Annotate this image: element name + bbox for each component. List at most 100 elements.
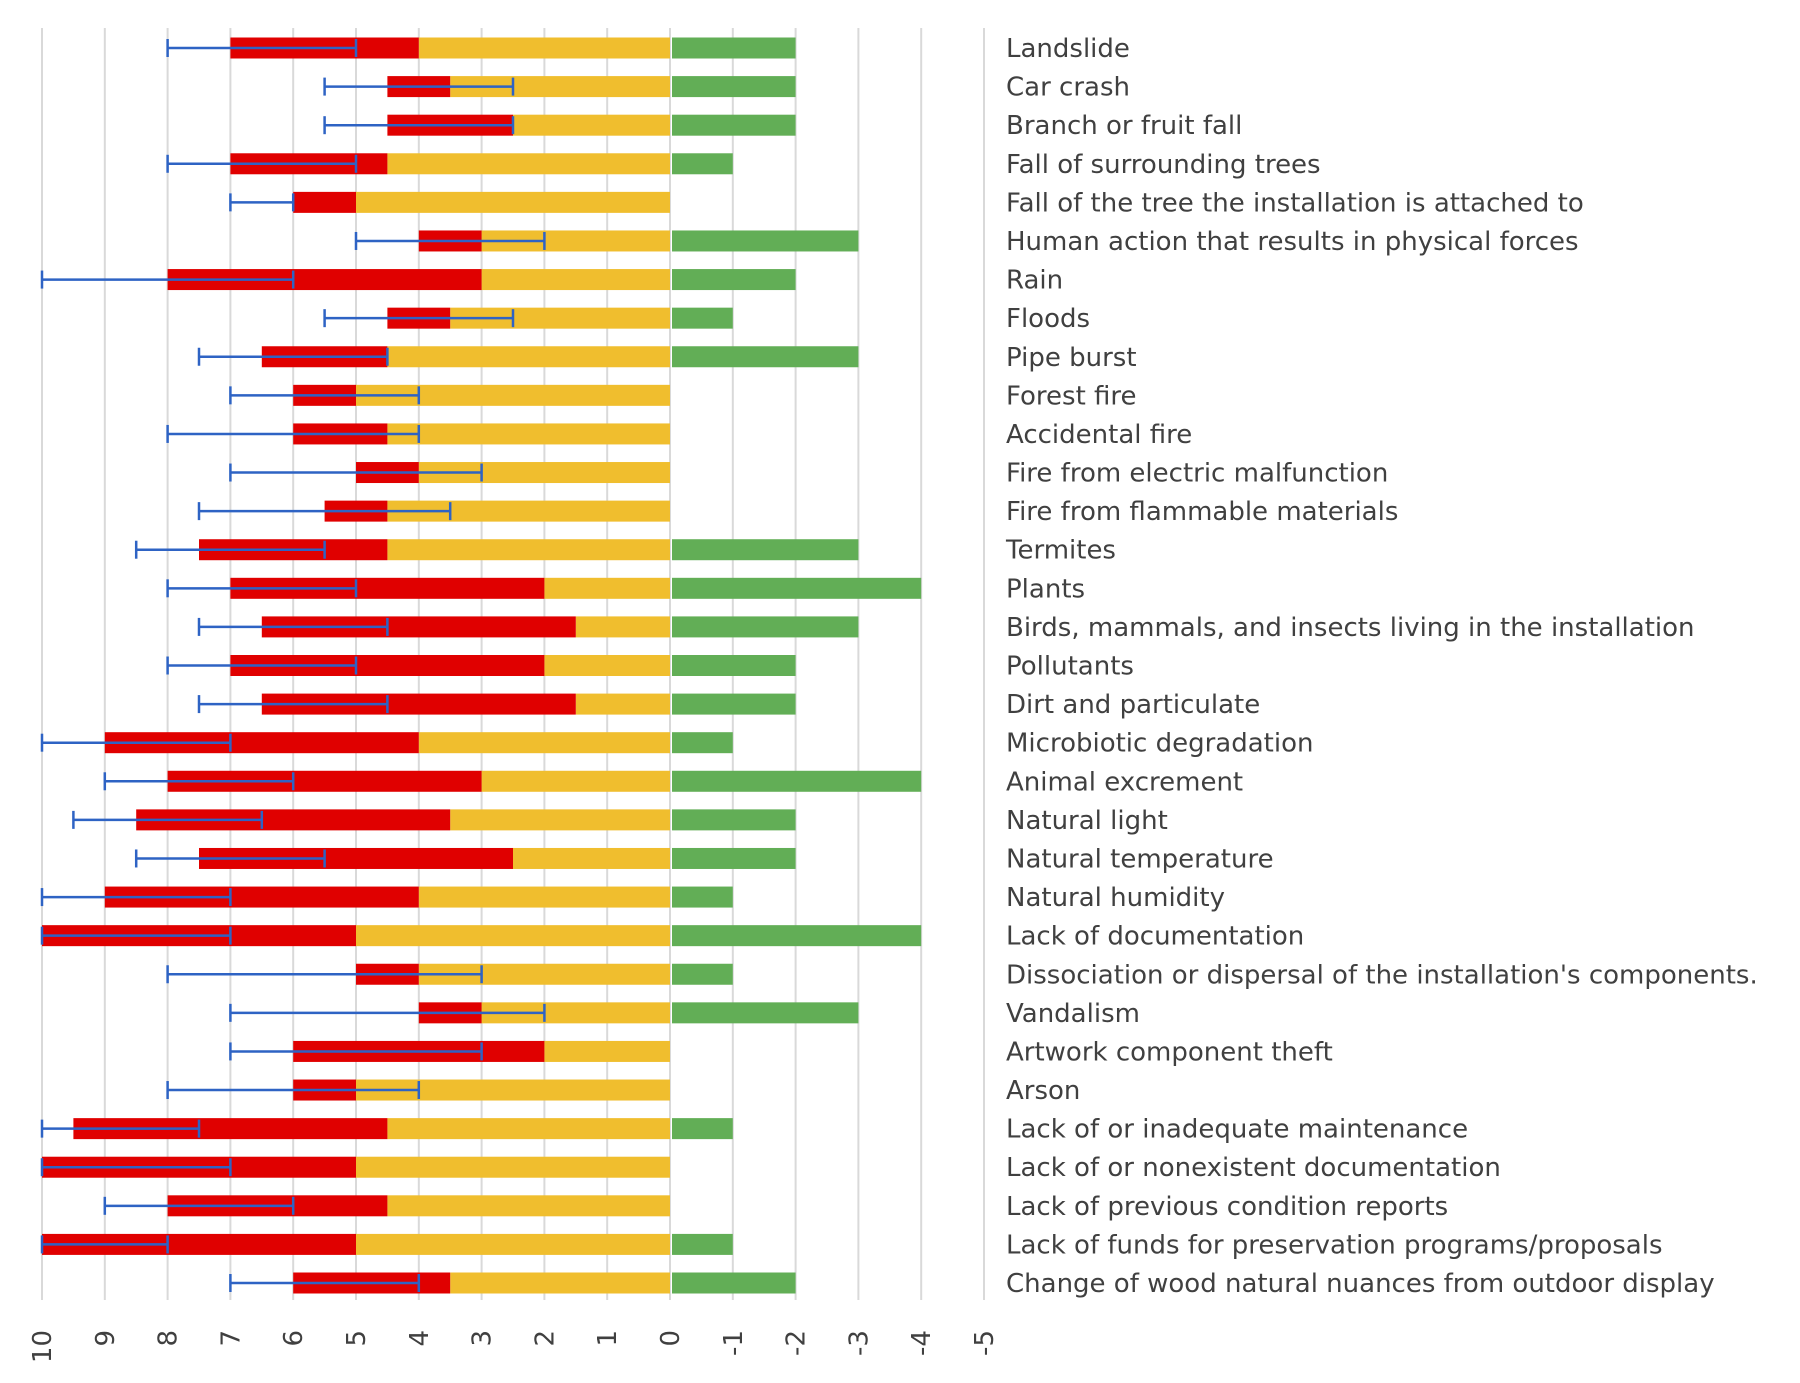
category-label: Natural light (1006, 806, 1168, 836)
bar-green (672, 1272, 796, 1294)
error-bar (166, 579, 358, 598)
category-label: Lack of or nonexistent documentation (1006, 1153, 1501, 1183)
bar-red (230, 655, 545, 676)
category-label: Rain (1006, 266, 1063, 296)
error-bar (229, 1042, 483, 1061)
error-bars (40, 39, 546, 1292)
category-label: Fall of surrounding trees (1006, 150, 1321, 180)
category-label: Plants (1006, 574, 1085, 604)
bar-green (672, 963, 733, 985)
bar-red (104, 732, 419, 754)
category-label: Lack of funds for preservation programs/… (1006, 1230, 1663, 1260)
bar-yellow (418, 886, 670, 908)
error-bar (103, 772, 295, 791)
bar-yellow (544, 655, 670, 676)
x-tick-label: 7 (216, 1330, 246, 1347)
category-label: Natural temperature (1006, 844, 1274, 874)
bar-yellow (450, 307, 670, 329)
error-bar (229, 386, 421, 405)
category-label: Accidental fire (1006, 420, 1192, 450)
x-tick-label: 4 (405, 1330, 435, 1347)
bar-green (672, 346, 859, 368)
error-bar (197, 695, 389, 714)
error-bar (103, 1196, 295, 1215)
bar-green (672, 616, 859, 638)
bar-green (672, 269, 796, 291)
bar-green (672, 809, 796, 831)
category-label: Branch or fruit fall (1006, 111, 1242, 141)
bar-yellow (418, 37, 670, 59)
error-bar (40, 926, 232, 945)
category-label: Landslide (1006, 34, 1130, 64)
bar-green (672, 539, 859, 561)
bar-green (672, 577, 922, 599)
bar-green (672, 770, 922, 792)
x-tick-label: -2 (782, 1330, 812, 1356)
bar-green (672, 76, 796, 98)
bar-red (167, 269, 482, 291)
bar-yellow (544, 577, 670, 599)
bar-green (672, 847, 796, 869)
bar-green (672, 1233, 733, 1255)
x-tick-label: -5 (970, 1330, 1000, 1356)
category-label: Lack of previous condition reports (1006, 1192, 1448, 1222)
bar-yellow (356, 1079, 670, 1101)
bar-yellow (481, 1002, 670, 1024)
error-bar (40, 888, 232, 907)
bar-yellow (481, 230, 670, 252)
bar-green (672, 925, 922, 947)
category-label: Lack of or inadequate maintenance (1006, 1115, 1468, 1145)
category-label: Fire from electric malfunction (1006, 459, 1388, 489)
error-bar (229, 193, 295, 212)
bar-red (73, 1118, 388, 1140)
x-tick-label: 10 (28, 1330, 58, 1363)
error-bar (229, 463, 483, 482)
category-label: Car crash (1006, 73, 1130, 103)
category-label: Animal excrement (1006, 767, 1243, 797)
x-tick-label: -3 (844, 1330, 874, 1356)
bar-green (672, 230, 859, 252)
category-label: Arson (1006, 1076, 1080, 1106)
bar-yellow (575, 693, 670, 715)
category-label: Pollutants (1006, 652, 1134, 682)
bar-yellow (481, 269, 670, 291)
bar-red (42, 1233, 356, 1255)
bar-green (672, 307, 733, 329)
bar-green (672, 1118, 733, 1140)
bar-yellow (450, 1272, 670, 1294)
error-bar (72, 810, 264, 829)
bar-yellow (575, 616, 670, 638)
category-label: Pipe burst (1006, 343, 1137, 373)
bar-yellow (418, 732, 670, 754)
error-bar (323, 309, 515, 328)
bar-yellow (513, 847, 670, 869)
x-tick-label: 5 (342, 1330, 372, 1347)
bar-red (104, 886, 419, 908)
x-tick-label: 0 (656, 1330, 686, 1347)
bar-yellow (356, 925, 670, 947)
bar-red (199, 847, 513, 869)
error-bar (166, 1081, 421, 1100)
error-bar (166, 39, 358, 57)
category-label: Natural humidity (1006, 883, 1225, 913)
error-bar (134, 540, 326, 559)
bar-yellow (387, 1195, 670, 1217)
x-tick-label: 3 (468, 1330, 498, 1347)
bar-green (672, 37, 796, 59)
bar-red (261, 693, 576, 715)
bar-yellow (481, 770, 670, 792)
category-label: Fall of the tree the installation is att… (1006, 188, 1584, 218)
bar-green (672, 732, 733, 754)
bar-yellow (387, 346, 670, 368)
bar-yellow (387, 153, 670, 175)
category-labels: Landslide Car crash Branch or fruit fall Fa… (1005, 34, 1758, 1299)
category-label: Vandalism (1006, 999, 1140, 1029)
error-bar (323, 77, 515, 96)
bar-yellow (356, 1233, 670, 1255)
bar-red (261, 616, 576, 638)
error-bar (197, 347, 389, 366)
error-bar (197, 617, 389, 636)
bar-green (672, 693, 796, 715)
bar-yellow (356, 191, 670, 213)
